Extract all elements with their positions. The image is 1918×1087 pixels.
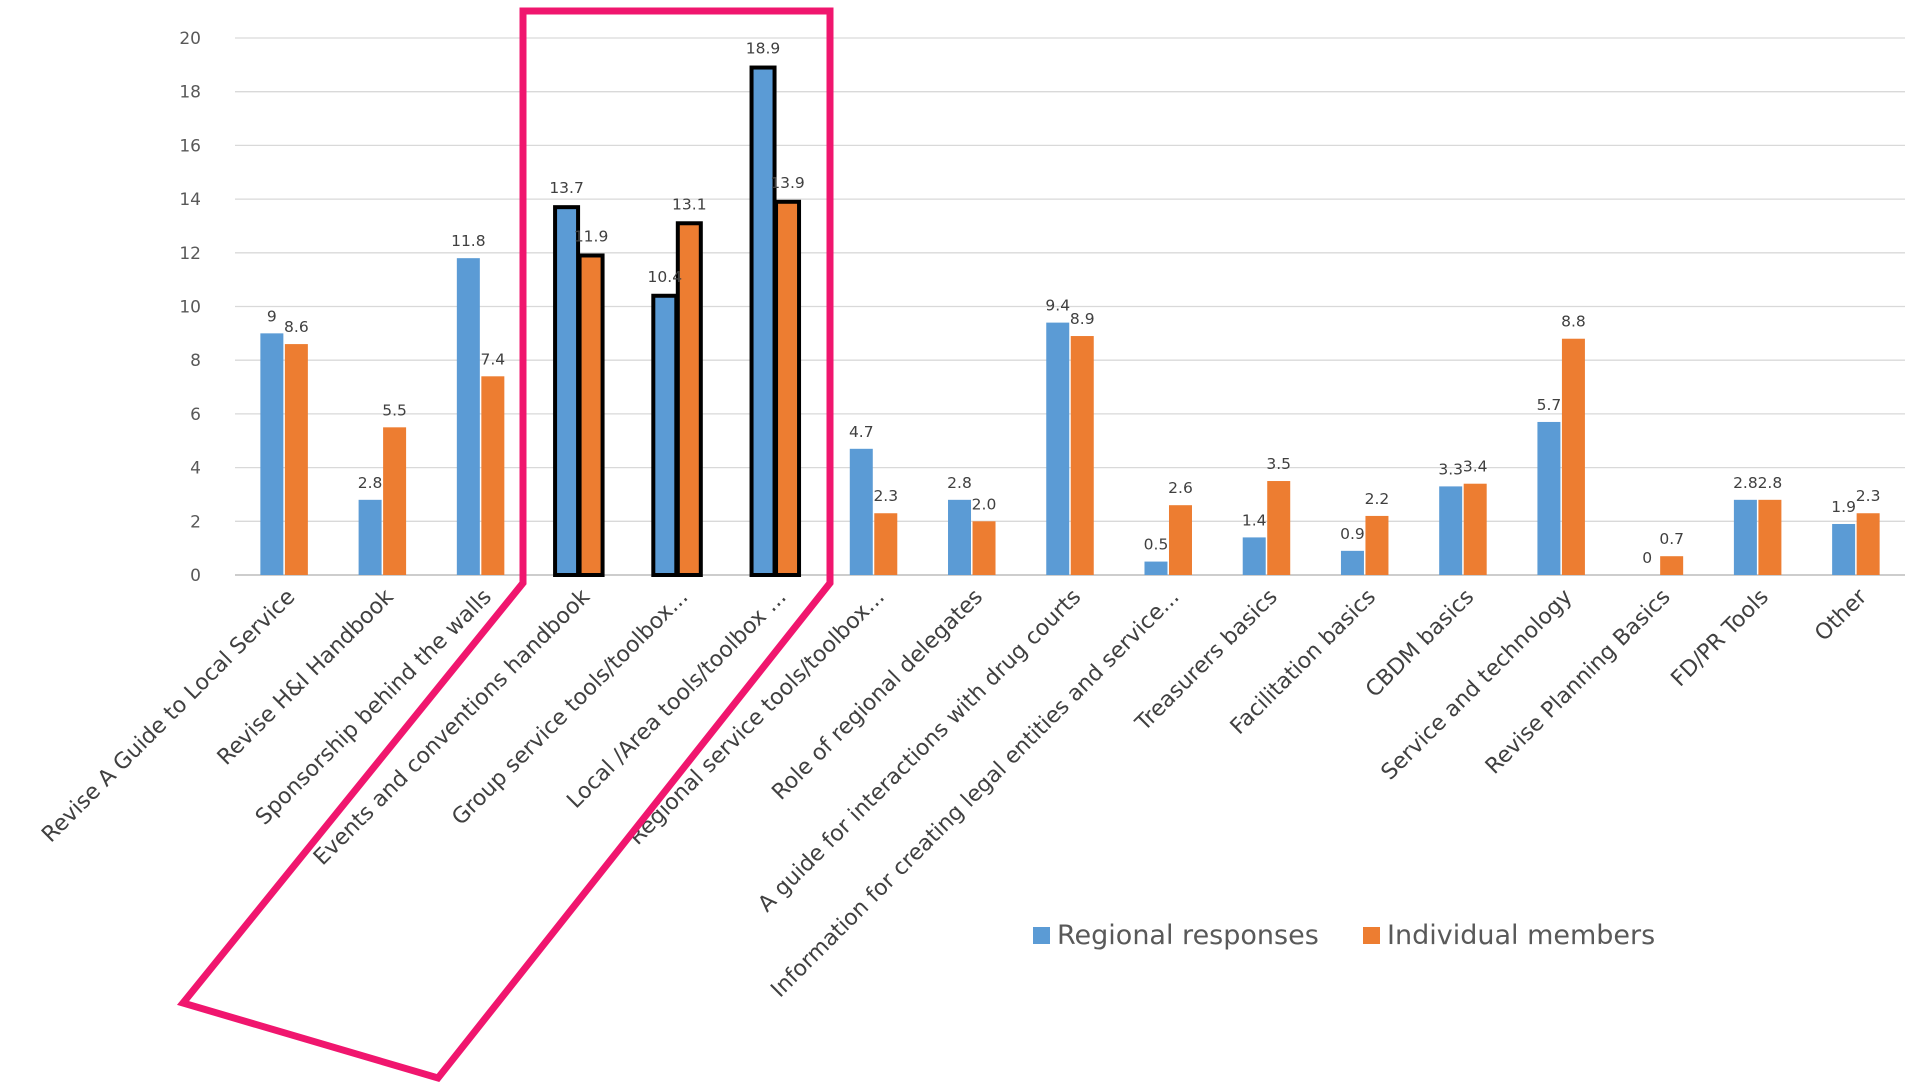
data-label: 5.7 bbox=[1537, 396, 1562, 414]
data-label: 2.8 bbox=[1733, 474, 1758, 492]
bar-individual bbox=[972, 521, 996, 575]
y-axis-ticks: 0 2 4 6 8 10 12 14 16 18 20 bbox=[179, 29, 201, 586]
bar-individual bbox=[284, 344, 308, 575]
y-tick-label: 2 bbox=[190, 512, 201, 532]
data-label: 4.7 bbox=[849, 423, 874, 441]
highlight-shape bbox=[176, 7, 834, 1083]
bar-regional bbox=[553, 205, 581, 577]
data-label: 9 bbox=[267, 307, 277, 325]
data-label: 2.8 bbox=[358, 474, 383, 492]
bar-individual bbox=[1561, 338, 1585, 575]
legend-label: Regional responses bbox=[1057, 920, 1319, 951]
data-label: 3.4 bbox=[1463, 458, 1488, 476]
bar-regional bbox=[260, 333, 284, 575]
highlight-outline bbox=[176, 7, 834, 1083]
bar-regional bbox=[1144, 561, 1168, 575]
data-label: 8.6 bbox=[284, 318, 309, 336]
y-tick-label: 12 bbox=[179, 244, 201, 264]
bar-individual bbox=[577, 253, 605, 578]
bar-individual bbox=[1856, 513, 1880, 575]
data-label: 1.4 bbox=[1242, 511, 1267, 529]
gridlines bbox=[235, 37, 1905, 576]
bar-regional bbox=[651, 293, 679, 577]
bar-regional bbox=[1733, 499, 1757, 575]
x-axis-label: Revise H&I Handbook bbox=[213, 584, 399, 770]
data-label: 2.3 bbox=[873, 487, 898, 505]
data-label: 0.7 bbox=[1659, 530, 1684, 548]
data-label: 13.1 bbox=[672, 195, 707, 213]
x-axis-label: FD/PR Tools bbox=[1667, 585, 1774, 692]
bar-individual bbox=[675, 221, 703, 577]
data-label: 2.8 bbox=[1758, 474, 1783, 492]
data-label: 13.7 bbox=[549, 179, 584, 197]
data-label: 18.9 bbox=[746, 40, 781, 58]
data-label: 0.5 bbox=[1144, 536, 1169, 554]
bar-regional bbox=[1340, 550, 1364, 575]
bar-individual bbox=[1070, 336, 1094, 575]
legend-swatch bbox=[1363, 927, 1380, 944]
bars bbox=[260, 65, 1880, 578]
data-label: 2.3 bbox=[1856, 487, 1881, 505]
bar-individual bbox=[481, 376, 505, 575]
y-tick-label: 10 bbox=[179, 298, 201, 318]
bar-individual bbox=[1267, 481, 1291, 575]
bar-individual bbox=[874, 513, 898, 575]
legend: Regional responses Individual members bbox=[1033, 920, 1655, 951]
data-label: 2.0 bbox=[972, 495, 997, 513]
data-label: 2.2 bbox=[1365, 490, 1390, 508]
y-tick-label: 16 bbox=[179, 136, 201, 156]
data-label: 8.9 bbox=[1070, 310, 1095, 328]
bar-regional bbox=[1537, 421, 1561, 575]
data-label: 0 bbox=[1642, 549, 1652, 567]
y-tick-label: 18 bbox=[179, 83, 201, 103]
legend-swatch bbox=[1033, 927, 1050, 944]
y-tick-label: 0 bbox=[190, 566, 201, 586]
x-axis-label: Other bbox=[1810, 584, 1873, 647]
bar-regional bbox=[849, 448, 873, 575]
data-label: 2.8 bbox=[947, 474, 972, 492]
y-tick-label: 20 bbox=[179, 29, 201, 49]
data-label: 11.8 bbox=[451, 232, 486, 250]
bar-individual bbox=[383, 427, 407, 575]
bar-individual bbox=[1365, 515, 1389, 575]
bar-regional bbox=[948, 499, 972, 575]
x-axis-label: Revise Planning Basics bbox=[1481, 585, 1676, 780]
y-tick-label: 8 bbox=[190, 351, 201, 371]
data-label: 9.4 bbox=[1045, 297, 1070, 315]
data-label: 11.9 bbox=[574, 227, 609, 245]
bar-regional bbox=[1046, 322, 1070, 575]
data-label: 8.8 bbox=[1561, 313, 1586, 331]
data-label: 2.6 bbox=[1168, 479, 1193, 497]
data-label: 7.4 bbox=[481, 350, 506, 368]
data-labels: 9 8.6 2.8 5.5 11.8 7.4 13.7 11.9 10.4 13.1 18.9 13.… bbox=[267, 40, 1881, 567]
bar-regional bbox=[749, 65, 777, 577]
bar-regional bbox=[358, 499, 382, 575]
data-label: 3.3 bbox=[1438, 460, 1463, 478]
data-label: 3.5 bbox=[1266, 455, 1291, 473]
bar-individual bbox=[1758, 499, 1782, 575]
x-axis-label: Service and technology bbox=[1377, 585, 1578, 786]
y-tick-label: 14 bbox=[179, 190, 201, 210]
y-tick-label: 4 bbox=[190, 459, 201, 479]
bar-individual bbox=[1168, 505, 1192, 575]
bar-individual bbox=[1660, 556, 1684, 575]
data-label: 0.9 bbox=[1340, 525, 1365, 543]
bar-regional bbox=[1832, 523, 1856, 575]
bar-individual bbox=[774, 199, 802, 577]
bar-individual bbox=[1463, 483, 1487, 575]
data-label: 5.5 bbox=[382, 401, 407, 419]
y-tick-label: 6 bbox=[190, 405, 201, 425]
bar-regional bbox=[1439, 486, 1463, 575]
legend-label: Individual members bbox=[1387, 920, 1655, 951]
data-label: 13.9 bbox=[770, 174, 805, 192]
data-label: 1.9 bbox=[1831, 498, 1856, 516]
bar-regional bbox=[456, 258, 480, 575]
data-label: 10.4 bbox=[648, 268, 683, 286]
bar-regional bbox=[1242, 537, 1266, 575]
